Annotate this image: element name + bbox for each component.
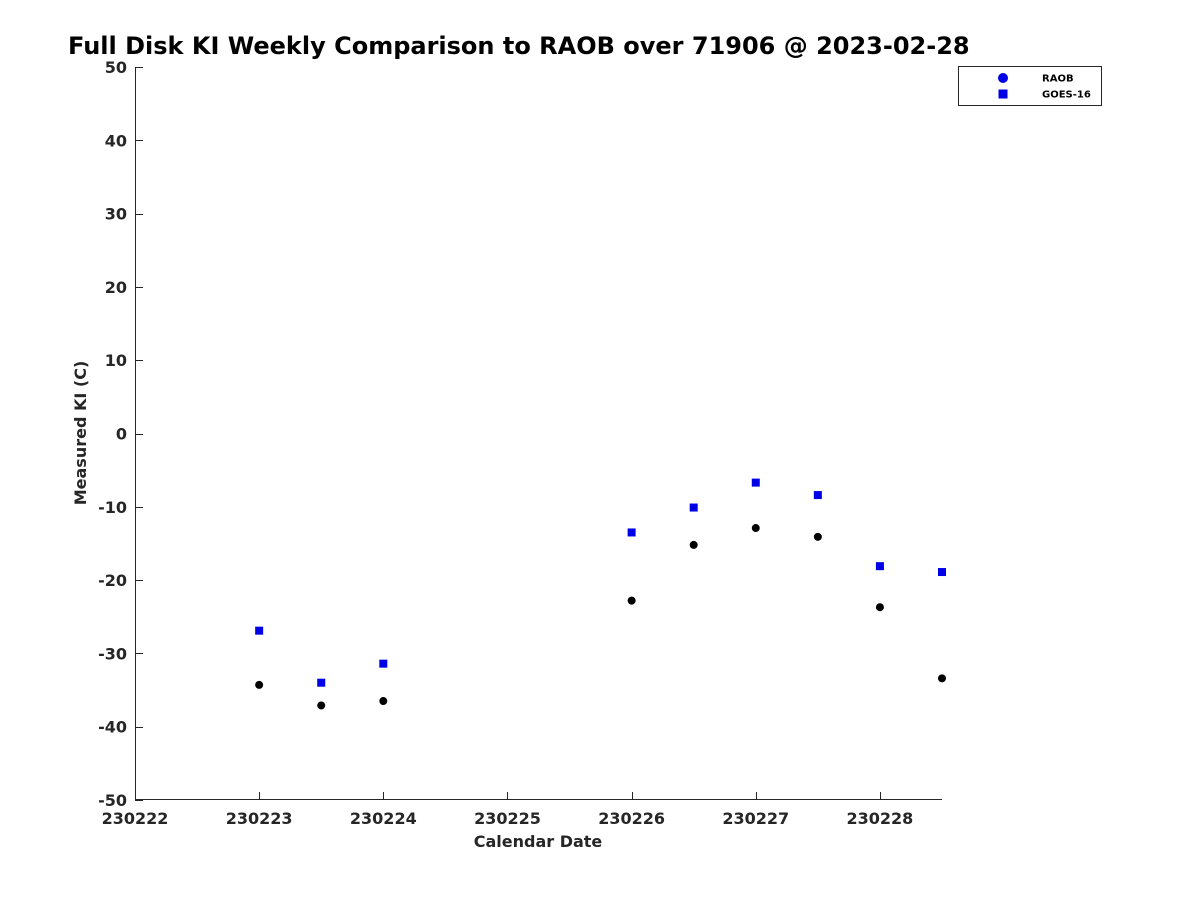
y-tick-label: 0 <box>116 425 127 444</box>
y-tick-label: 30 <box>105 205 127 224</box>
legend-raob-label: RAOB <box>1042 74 1074 85</box>
legend-goes16-marker <box>998 89 1008 99</box>
x-axis-label: Calendar Date <box>474 832 603 851</box>
point-raob <box>813 532 822 541</box>
point-goes16 <box>317 678 326 687</box>
y-tick-label: -10 <box>98 498 127 517</box>
point-goes16 <box>255 626 264 635</box>
point-raob <box>875 603 884 612</box>
point-raob <box>379 697 388 706</box>
y-tick-label: 10 <box>105 351 127 370</box>
point-raob <box>627 596 636 605</box>
y-tick-label: -30 <box>98 644 127 663</box>
point-goes16 <box>379 659 388 668</box>
legend: RAOB GOES-16 <box>958 66 1102 106</box>
point-raob <box>689 540 698 549</box>
legend-goes16-label: GOES-16 <box>1042 90 1091 101</box>
x-tick-label: 230222 <box>102 809 169 828</box>
y-tick-label: 20 <box>105 278 127 297</box>
point-raob <box>938 674 946 683</box>
point-raob <box>317 701 326 710</box>
x-ticks: 230222 230223 230224 230225 230226 230227 2302… <box>102 792 914 828</box>
y-axis-label: Measured KI (C) <box>71 361 90 506</box>
point-raob <box>751 524 760 533</box>
x-tick-label: 230227 <box>722 809 789 828</box>
point-goes16 <box>938 568 946 577</box>
y-tick-label: -50 <box>98 791 127 810</box>
x-tick-label: 230228 <box>847 809 914 828</box>
x-tick-label: 230226 <box>598 809 665 828</box>
legend-box <box>958 66 1102 106</box>
point-goes16 <box>627 528 636 537</box>
x-tick-label: 230224 <box>350 809 417 828</box>
y-tick-label: -20 <box>98 571 127 590</box>
y-ticks: 50 40 30 20 10 0 -10 -20 -30 -40 -50 <box>98 58 143 810</box>
legend-raob-marker <box>998 73 1008 83</box>
data-points <box>255 478 946 710</box>
point-raob <box>255 680 264 689</box>
point-goes16 <box>813 491 822 500</box>
y-tick-label: -40 <box>98 718 127 737</box>
point-goes16 <box>751 478 760 487</box>
y-tick-label: 40 <box>105 131 127 150</box>
x-tick-label: 230223 <box>226 809 293 828</box>
point-goes16 <box>875 562 884 571</box>
x-tick-label: 230225 <box>474 809 541 828</box>
chart-title: Full Disk KI Weekly Comparison to RAOB o… <box>68 32 970 60</box>
axes <box>135 67 942 800</box>
y-tick-label: 50 <box>105 58 127 77</box>
point-goes16 <box>689 503 698 512</box>
